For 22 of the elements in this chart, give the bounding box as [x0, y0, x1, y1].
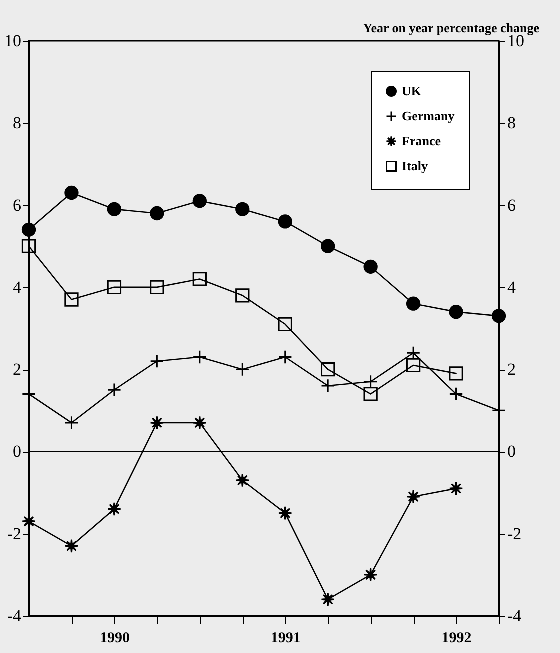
y-tick-label: 0 — [13, 442, 22, 462]
y2-tick-label: 4 — [508, 278, 516, 297]
y-tick-label: -2 — [7, 524, 22, 544]
legend-label: Italy — [402, 158, 428, 174]
y-tick-label: 8 — [13, 114, 22, 133]
y2-tick-label: 8 — [508, 114, 516, 133]
x-tick-label: 1992 — [442, 630, 472, 646]
x-tick-label: 1990 — [100, 630, 130, 646]
y-tick-label: 6 — [13, 196, 22, 215]
legend-label: Germany — [402, 108, 456, 124]
y2-tick-label: 2 — [508, 360, 516, 380]
y2-tick-label: -4 — [508, 606, 522, 626]
legend-label: UK — [402, 84, 422, 98]
y-tick-label: -4 — [7, 606, 22, 626]
y-tick-label: 4 — [13, 278, 22, 297]
legend-label: France — [402, 134, 442, 148]
y-tick-label: 10 — [4, 32, 22, 50]
y2-tick-label: 0 — [508, 442, 516, 462]
y2-tick-label: -2 — [508, 524, 522, 544]
y-tick-label: 2 — [13, 360, 22, 380]
x-tick-label: 1991 — [270, 630, 301, 646]
y2-tick-label: 6 — [508, 196, 516, 215]
